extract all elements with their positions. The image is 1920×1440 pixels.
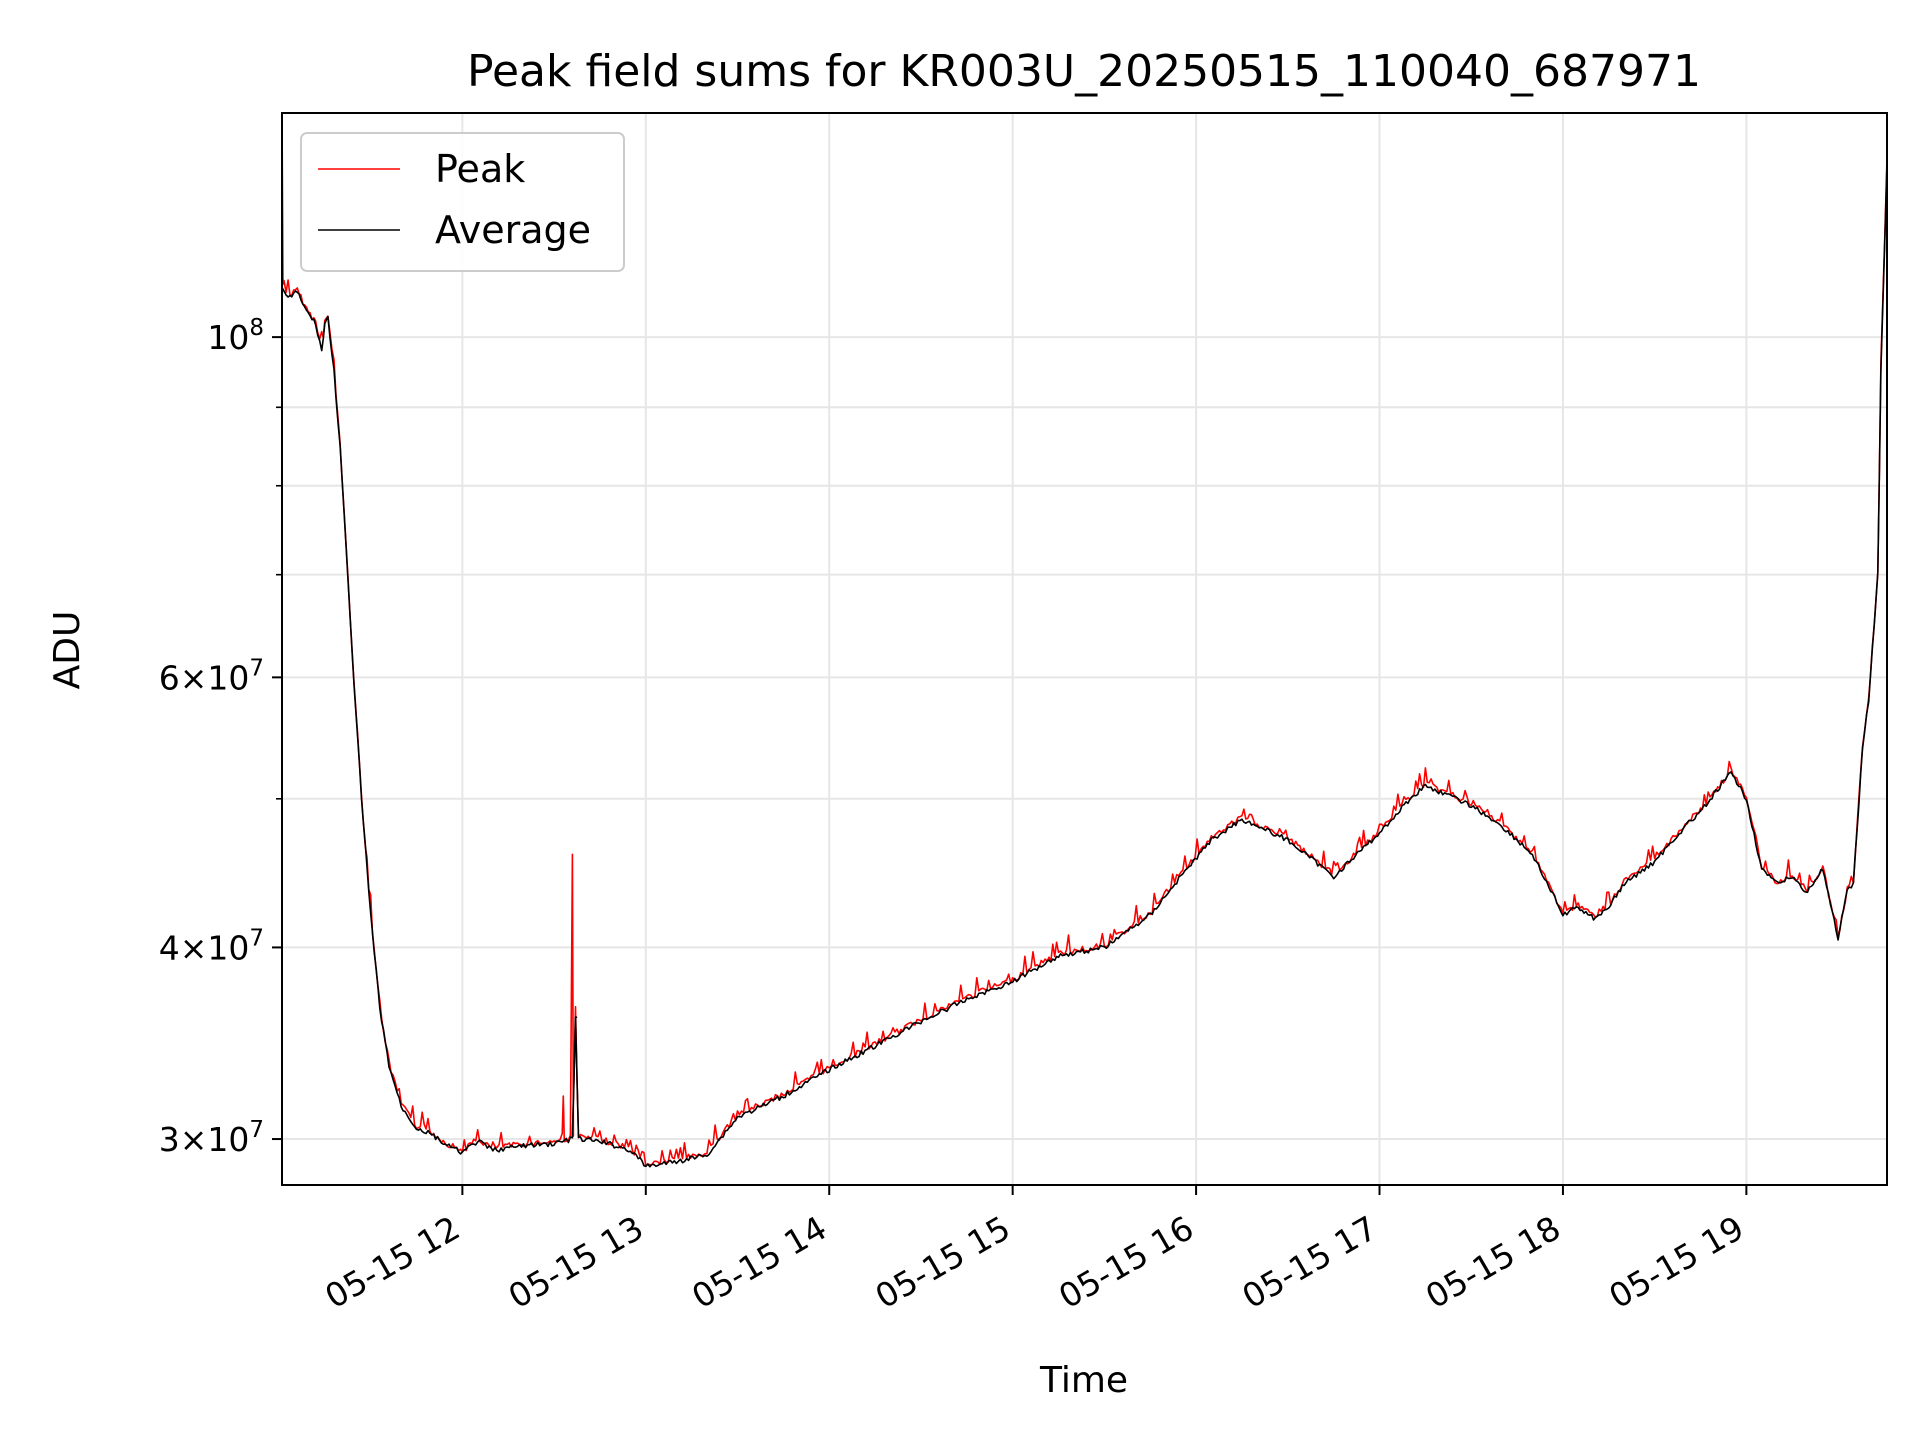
series-line-average xyxy=(281,164,1888,1168)
y-axis-label: ADU xyxy=(47,611,88,690)
x-tick-label: 05-15 14 xyxy=(685,1208,833,1316)
x-tick-label: 05-15 19 xyxy=(1602,1208,1750,1316)
x-tick-label: 05-15 15 xyxy=(869,1208,1017,1316)
legend: Peak Average xyxy=(300,132,625,272)
legend-box xyxy=(300,132,625,272)
y-tick-label: 108 xyxy=(207,315,264,357)
legend-label-peak: Peak xyxy=(435,147,525,191)
y-axis: 108 6×107 4×107 3×107 xyxy=(159,315,282,1159)
plot-frame xyxy=(281,112,1888,1186)
chart-title: Peak field sums for KR003U_20250515_1100… xyxy=(467,46,1701,97)
y-tick-label: 4×107 xyxy=(159,925,264,967)
x-tick-label: 05-15 12 xyxy=(318,1208,466,1316)
x-tick-label: 05-15 17 xyxy=(1236,1208,1384,1316)
legend-label-average: Average xyxy=(435,208,591,252)
x-axis-label: Time xyxy=(1039,1360,1128,1401)
series-lines xyxy=(281,112,1888,1168)
x-tick-label: 05-15 16 xyxy=(1052,1208,1200,1316)
y-tick-label: 3×107 xyxy=(159,1117,264,1159)
x-axis: 05-15 12 05-15 13 05-15 14 05-15 15 05-15 16… xyxy=(318,1185,1750,1316)
x-tick-label: 05-15 18 xyxy=(1419,1208,1567,1316)
y-tick-label: 6×107 xyxy=(159,655,264,697)
grid-lines xyxy=(282,113,1887,1185)
x-tick-label: 05-15 13 xyxy=(502,1208,650,1316)
